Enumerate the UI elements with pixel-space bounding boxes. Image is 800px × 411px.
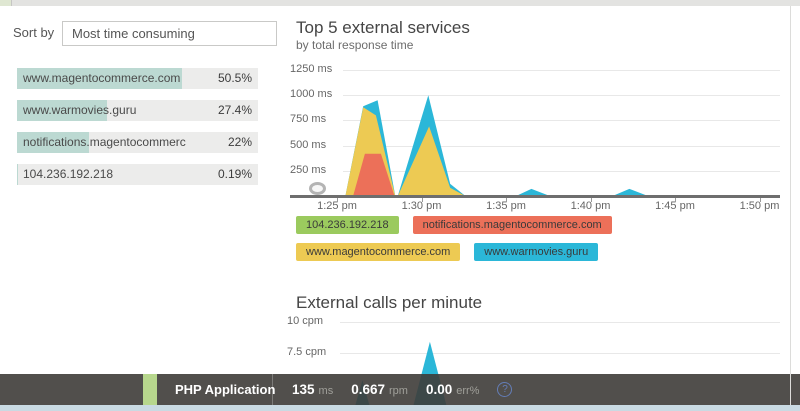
metric-value: 0.00 <box>425 382 453 397</box>
legend-item[interactable]: www.warmovies.guru <box>474 243 599 261</box>
area-series-www-magentocommerce-com <box>397 126 466 196</box>
service-percent: 27.4% <box>217 103 252 117</box>
y-gridline <box>343 95 780 97</box>
service-row[interactable]: 104.236.192.218 0.19% <box>17 164 258 185</box>
service-row[interactable]: notifications.magentocommerce.com 22% <box>17 132 258 153</box>
panel-right-border <box>790 6 791 411</box>
health-status-stripe <box>143 374 157 405</box>
bottom-chart-title: External calls per minute <box>296 293 483 312</box>
top-chart-subtitle: by total response time <box>296 38 414 52</box>
x-axis-tick-label: 1:45 pm <box>655 200 695 212</box>
x-axis-tick-label: 1:30 pm <box>401 200 442 212</box>
application-name[interactable]: PHP Application <box>175 382 276 397</box>
footer-metric: 0.00 err% <box>426 382 480 397</box>
y-axis-tick-label: 750 ms <box>290 113 327 126</box>
service-name: www.magentocommerce.com <box>23 71 181 85</box>
legend-item[interactable]: notifications.magentocommerce.com <box>412 216 612 234</box>
x-axis-tick-mark <box>421 198 423 202</box>
service-percent: 22% <box>227 135 252 149</box>
footer-metric: 135 ms <box>292 382 333 397</box>
service-percent: 0.19% <box>217 167 252 181</box>
service-usage-bar <box>17 132 89 153</box>
top-strip-divider <box>11 0 12 6</box>
timeline-scrubber-handle-icon[interactable] <box>309 182 326 195</box>
legend-item[interactable]: www.magentocommerce.com <box>296 243 461 261</box>
service-row[interactable]: www.magentocommerce.com 50.5% <box>17 68 258 89</box>
sort-by-dropdown[interactable]: Most time consuming <box>62 21 277 46</box>
y-gridline <box>343 120 780 122</box>
y-axis-tick-label: 250 ms <box>290 163 327 176</box>
y-gridline <box>340 322 780 323</box>
y-axis-tick-label: 1000 ms <box>290 88 333 101</box>
metric-unit: ms <box>318 385 334 397</box>
application-summary-bar[interactable]: PHP Application 135 ms 0.667 rpm 0.00 err%? <box>0 374 800 405</box>
service-usage-bar <box>17 100 107 121</box>
x-axis-tick-mark <box>675 198 676 202</box>
service-usage-bar <box>17 164 18 185</box>
top-chart-x-axis <box>290 195 780 198</box>
x-axis-tick-label: 1:35 pm <box>486 200 526 212</box>
footer-metrics: 135 ms 0.667 rpm 0.00 err%? <box>292 374 513 405</box>
bottom-strip <box>0 405 800 411</box>
metric-value: 135 <box>292 382 315 397</box>
area-series-notifications-magentocommerce-com <box>353 153 395 196</box>
x-axis-tick-mark <box>506 198 507 202</box>
area-series-www-warmovies-guru <box>345 100 396 196</box>
external-services-list: www.magentocommerce.com 50.5% www.warmovie… <box>17 68 258 196</box>
service-name: 104.236.192.218 <box>23 167 114 181</box>
sort-by-label: Sort by <box>13 25 55 40</box>
service-name: notifications.magentocommerce.com <box>23 135 186 149</box>
footer-metric: 0.667 rpm <box>351 382 408 397</box>
top-strip-progress <box>0 0 11 6</box>
service-name: www.warmovies.guru <box>23 103 137 117</box>
y-axis-tick-label: 10 cpm <box>287 315 324 327</box>
legend-item[interactable]: 104.236.192.218 <box>296 216 399 234</box>
y-gridline <box>343 70 780 71</box>
metric-unit: rpm <box>389 385 408 397</box>
service-row[interactable]: www.warmovies.guru 27.4% <box>17 100 258 121</box>
y-axis-tick-label: 7.5 cpm <box>287 346 327 358</box>
service-percent: 50.5% <box>217 71 252 85</box>
y-axis-tick-label: 1250 ms <box>290 63 333 75</box>
metric-unit: err% <box>456 385 480 397</box>
x-axis-tick-mark <box>590 198 592 202</box>
metric-value: 0.667 <box>351 382 385 397</box>
y-gridline <box>343 145 780 147</box>
x-axis-tick-label: 1:25 pm <box>317 200 357 212</box>
y-axis-tick-label: 500 ms <box>290 138 327 151</box>
x-axis-tick-mark <box>337 198 338 202</box>
x-axis-tick-mark <box>759 198 761 202</box>
help-icon[interactable]: ? <box>497 382 513 397</box>
x-axis-tick-label: 1:50 pm <box>739 200 780 212</box>
service-usage-bar <box>17 68 183 89</box>
y-gridline <box>340 353 780 354</box>
top-strip <box>0 0 800 6</box>
footer-divider <box>272 374 273 405</box>
y-gridline <box>343 170 780 172</box>
top-chart-title: Top 5 external services <box>296 18 470 37</box>
x-axis-tick-label: 1:40 pm <box>570 200 611 212</box>
top-chart-legend: 104.236.192.218 notifications.magentocomm… <box>296 216 780 261</box>
